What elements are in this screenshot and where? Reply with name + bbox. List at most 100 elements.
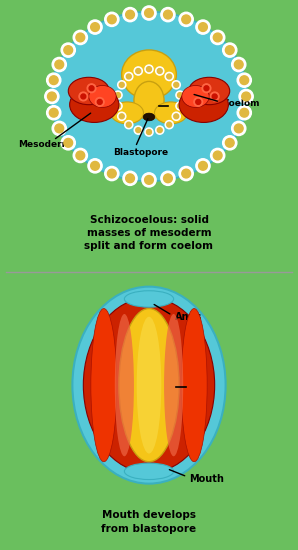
Circle shape [126, 10, 134, 19]
Circle shape [52, 57, 66, 72]
Circle shape [134, 126, 142, 134]
Circle shape [61, 136, 75, 150]
Circle shape [167, 74, 172, 79]
Ellipse shape [179, 87, 228, 123]
Circle shape [204, 86, 209, 91]
Circle shape [91, 23, 100, 31]
Circle shape [142, 6, 156, 20]
Circle shape [47, 92, 56, 101]
Circle shape [174, 82, 179, 87]
Ellipse shape [122, 50, 176, 99]
Circle shape [76, 151, 85, 160]
Circle shape [157, 69, 162, 74]
Circle shape [165, 73, 173, 80]
Ellipse shape [143, 113, 155, 121]
Circle shape [49, 76, 58, 85]
Circle shape [242, 92, 251, 101]
Circle shape [172, 112, 180, 120]
Ellipse shape [115, 314, 134, 456]
Circle shape [95, 97, 104, 106]
Circle shape [55, 60, 64, 69]
Circle shape [234, 60, 243, 69]
Circle shape [105, 12, 119, 26]
Circle shape [196, 100, 201, 104]
Circle shape [212, 94, 217, 99]
Ellipse shape [182, 85, 209, 107]
Circle shape [156, 126, 164, 134]
Circle shape [73, 30, 87, 45]
Circle shape [194, 97, 203, 106]
Ellipse shape [68, 78, 109, 104]
Circle shape [156, 67, 164, 75]
Circle shape [108, 169, 116, 178]
Circle shape [147, 67, 151, 72]
Circle shape [64, 139, 73, 147]
Circle shape [174, 114, 179, 119]
Circle shape [91, 162, 100, 170]
Circle shape [114, 102, 122, 110]
Circle shape [64, 46, 73, 54]
Circle shape [108, 15, 116, 24]
Circle shape [123, 8, 137, 21]
Circle shape [88, 20, 102, 34]
Text: Mesoderm: Mesoderm [18, 140, 71, 149]
Circle shape [239, 89, 253, 103]
Circle shape [123, 171, 137, 185]
Ellipse shape [89, 85, 116, 107]
Circle shape [136, 69, 141, 74]
Ellipse shape [181, 309, 207, 462]
Circle shape [213, 151, 222, 160]
Circle shape [142, 173, 156, 187]
Circle shape [119, 114, 124, 119]
Circle shape [179, 12, 193, 26]
Circle shape [97, 100, 102, 104]
Circle shape [234, 124, 243, 133]
Circle shape [232, 122, 246, 135]
Circle shape [198, 23, 207, 31]
Ellipse shape [154, 102, 187, 124]
Circle shape [178, 103, 182, 108]
Circle shape [167, 122, 172, 127]
Circle shape [182, 15, 190, 24]
Circle shape [89, 86, 94, 91]
Text: Coelom: Coelom [223, 99, 260, 108]
Circle shape [87, 84, 96, 92]
Circle shape [223, 43, 237, 57]
Circle shape [79, 92, 88, 101]
Circle shape [225, 46, 234, 54]
Circle shape [46, 73, 61, 87]
Circle shape [145, 175, 153, 184]
Circle shape [176, 91, 184, 99]
Circle shape [55, 124, 64, 133]
Circle shape [116, 103, 120, 108]
Circle shape [213, 33, 222, 42]
Ellipse shape [70, 87, 119, 123]
Ellipse shape [91, 309, 117, 462]
Circle shape [223, 136, 237, 150]
Circle shape [211, 148, 225, 163]
Ellipse shape [124, 463, 174, 480]
Circle shape [240, 76, 249, 85]
Circle shape [134, 67, 142, 75]
Circle shape [49, 108, 58, 117]
Circle shape [240, 108, 249, 117]
Circle shape [126, 122, 131, 127]
Text: Mouth: Mouth [189, 474, 224, 483]
Circle shape [81, 94, 86, 99]
Ellipse shape [164, 314, 183, 456]
Circle shape [61, 43, 75, 57]
Circle shape [178, 92, 182, 97]
Circle shape [145, 65, 153, 73]
Circle shape [118, 81, 126, 89]
Ellipse shape [124, 291, 174, 307]
Circle shape [198, 162, 207, 170]
Circle shape [52, 122, 66, 135]
Circle shape [88, 159, 102, 173]
Ellipse shape [189, 78, 230, 104]
Circle shape [182, 169, 190, 178]
Circle shape [125, 120, 133, 129]
Text: Anus: Anus [175, 312, 202, 322]
Circle shape [179, 167, 193, 180]
Circle shape [164, 174, 172, 183]
Ellipse shape [134, 81, 164, 120]
